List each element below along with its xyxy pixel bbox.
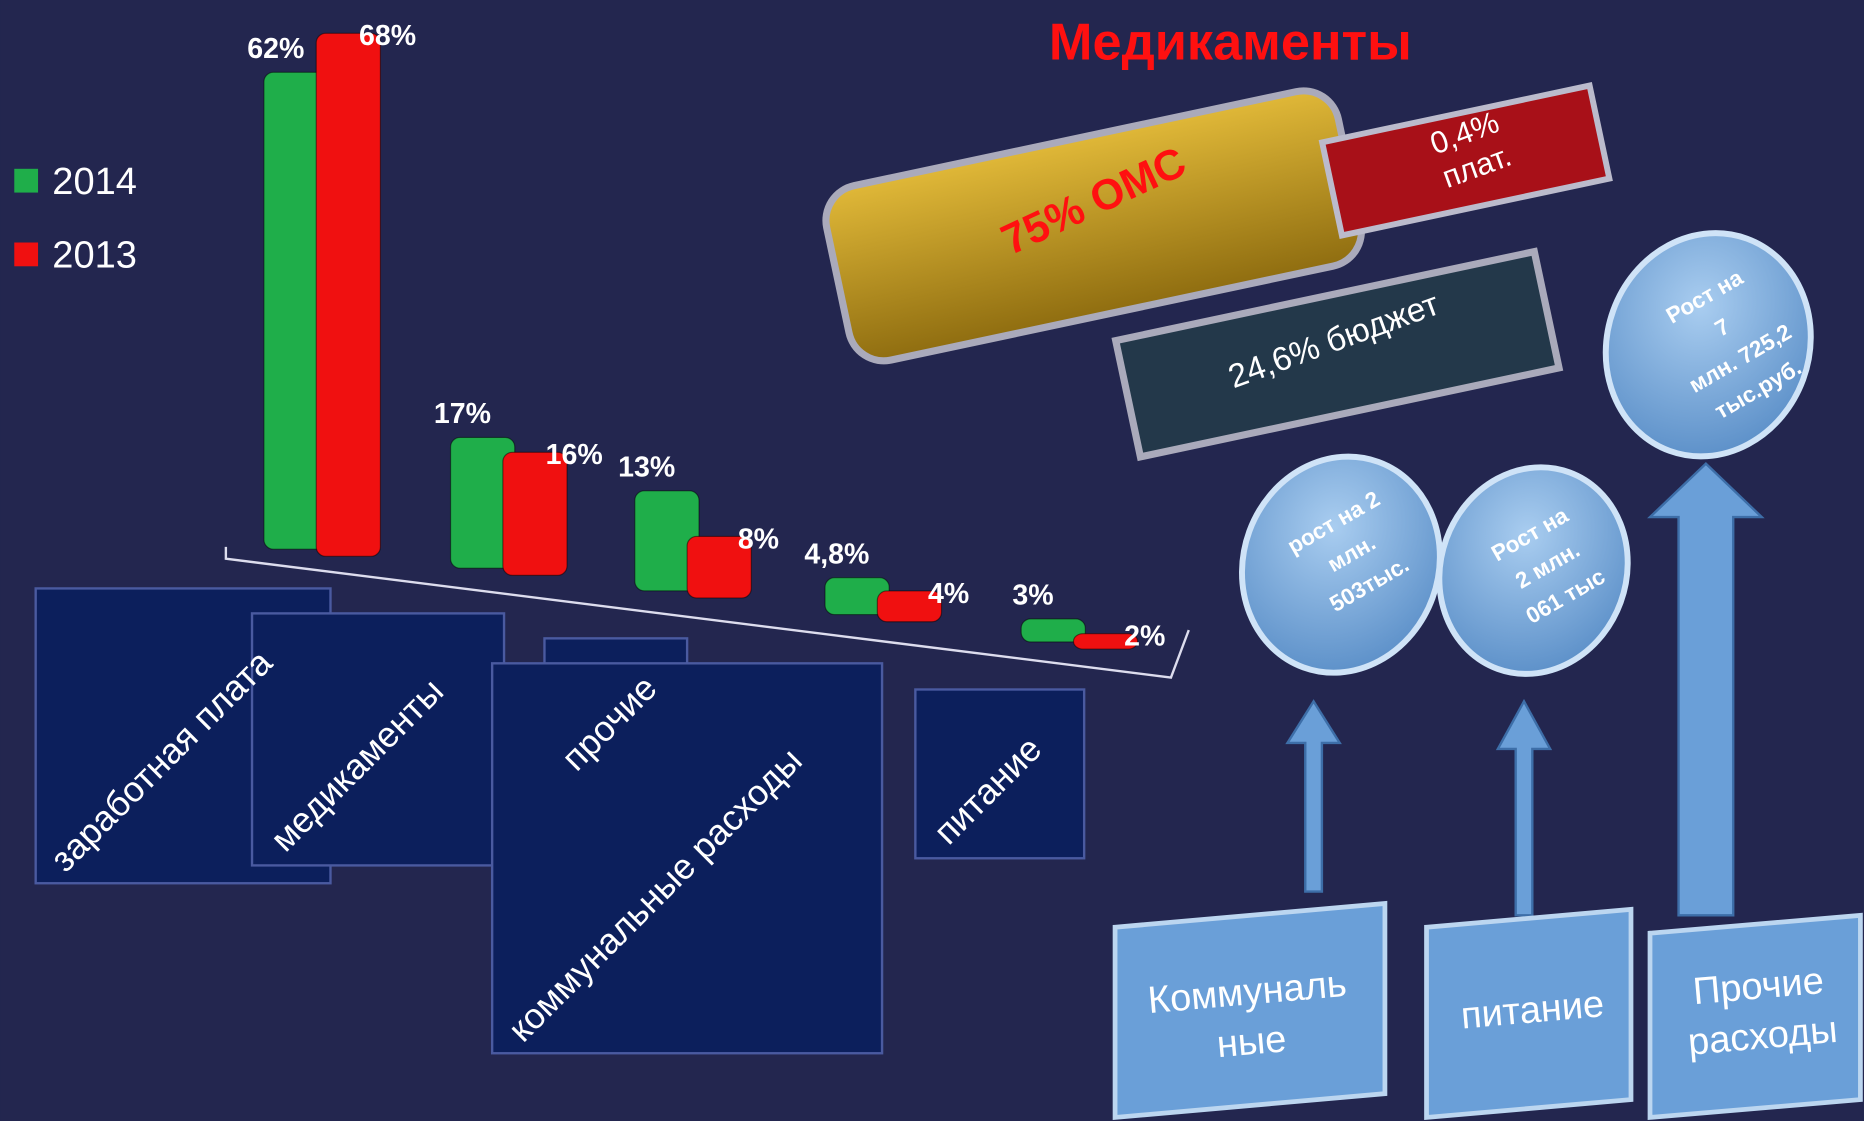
legend-swatch	[14, 242, 39, 267]
legend-swatch	[14, 168, 39, 193]
value-label: 3%	[1012, 580, 1053, 612]
legend-label: 2013	[52, 234, 137, 276]
legend-label: 2014	[52, 161, 137, 203]
bar	[686, 535, 752, 599]
value-label: 17%	[434, 398, 491, 430]
title: Медикаменты	[1049, 13, 1412, 71]
source-boxes: 75% ОМС 0,4%плат. 24,6% бюджет	[822, 82, 1613, 462]
value-label: 2%	[1124, 621, 1165, 653]
value-label: 4,8%	[804, 538, 869, 570]
text-line: ные	[1215, 1018, 1288, 1066]
value-label: 13%	[618, 452, 675, 484]
budget-box	[1111, 247, 1564, 462]
value-label: 68%	[359, 20, 416, 52]
value-label: 4%	[928, 578, 969, 610]
arrows	[1285, 461, 1765, 917]
legend: 2014 2013	[14, 161, 137, 276]
value-label: 8%	[738, 523, 779, 555]
value-label: 16%	[546, 439, 603, 471]
bar	[1072, 633, 1139, 650]
value-label: 62%	[247, 33, 304, 65]
bar	[1020, 618, 1086, 643]
bar	[876, 590, 943, 623]
growth-circles	[1239, 230, 1814, 677]
bar	[502, 451, 568, 576]
bar	[315, 32, 382, 557]
paid-box	[1318, 82, 1613, 239]
baseline	[224, 546, 1190, 679]
label-boxes	[34, 587, 1086, 1055]
expense-boxes	[1112, 900, 1863, 1121]
